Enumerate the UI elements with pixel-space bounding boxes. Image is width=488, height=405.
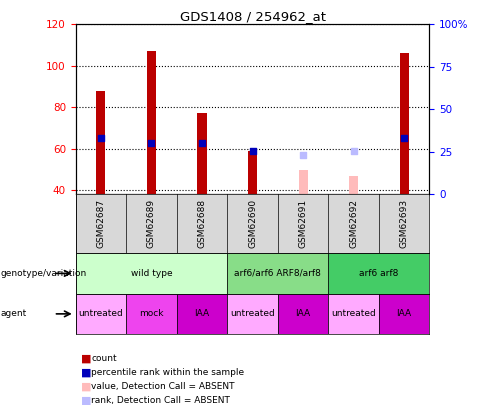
Bar	[76, 294, 126, 334]
Bar	[177, 294, 227, 334]
Bar	[400, 53, 409, 194]
Text: arf6 arf8: arf6 arf8	[359, 269, 399, 278]
Bar	[76, 253, 227, 294]
Bar	[227, 294, 278, 334]
Text: mock: mock	[139, 309, 163, 318]
Text: percentile rank within the sample: percentile rank within the sample	[91, 368, 244, 377]
Title: GDS1408 / 254962_at: GDS1408 / 254962_at	[180, 10, 325, 23]
Text: untreated: untreated	[230, 309, 275, 318]
Bar	[147, 51, 156, 194]
Text: value, Detection Call = ABSENT: value, Detection Call = ABSENT	[91, 382, 235, 391]
Text: ■: ■	[81, 396, 91, 405]
Point	[249, 147, 257, 154]
Bar	[126, 294, 177, 334]
Point	[299, 152, 307, 158]
Text: ■: ■	[81, 354, 91, 363]
Bar	[96, 91, 105, 194]
Point	[198, 139, 206, 146]
Point	[350, 147, 358, 154]
Text: count: count	[91, 354, 117, 363]
Bar	[227, 253, 328, 294]
Bar	[328, 253, 429, 294]
Text: GSM62691: GSM62691	[299, 199, 307, 248]
Text: agent: agent	[1, 309, 27, 318]
Bar	[349, 176, 358, 194]
Text: IAA: IAA	[397, 309, 412, 318]
Bar	[328, 294, 379, 334]
Bar	[299, 170, 307, 194]
Text: GSM62692: GSM62692	[349, 199, 358, 248]
Text: wild type: wild type	[131, 269, 172, 278]
Point	[147, 139, 155, 146]
Text: GSM62689: GSM62689	[147, 199, 156, 248]
Text: rank, Detection Call = ABSENT: rank, Detection Call = ABSENT	[91, 396, 230, 405]
Text: untreated: untreated	[331, 309, 376, 318]
Text: IAA: IAA	[194, 309, 209, 318]
Text: genotype/variation: genotype/variation	[1, 269, 87, 278]
Point	[97, 135, 105, 142]
Bar	[198, 113, 206, 194]
Text: untreated: untreated	[79, 309, 123, 318]
Bar	[379, 294, 429, 334]
Bar	[248, 151, 257, 194]
Text: GSM62693: GSM62693	[400, 199, 408, 248]
Point	[400, 135, 408, 142]
Text: ■: ■	[81, 382, 91, 392]
Text: arf6/arf6 ARF8/arf8: arf6/arf6 ARF8/arf8	[234, 269, 321, 278]
Text: GSM62687: GSM62687	[97, 199, 105, 248]
Text: IAA: IAA	[296, 309, 311, 318]
Bar	[278, 294, 328, 334]
Text: GSM62690: GSM62690	[248, 199, 257, 248]
Text: ■: ■	[81, 368, 91, 377]
Text: GSM62688: GSM62688	[198, 199, 206, 248]
